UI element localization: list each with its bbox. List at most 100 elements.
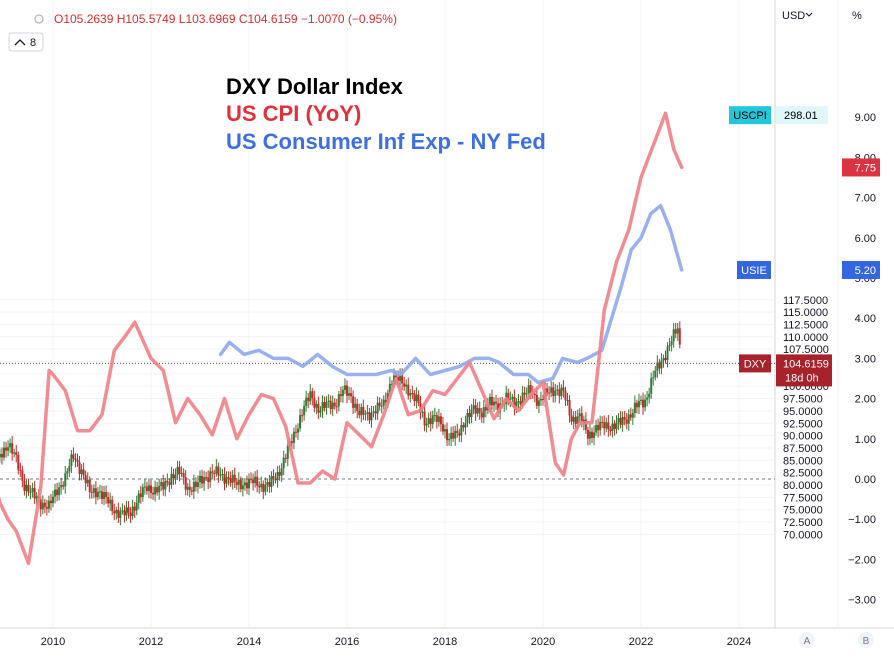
- dxy-candle-body: [47, 500, 50, 509]
- dxy-candle-body: [376, 402, 379, 414]
- dxy-candle-body: [237, 479, 240, 485]
- dxy-candle-body: [160, 482, 163, 486]
- chevron-up-icon: [14, 39, 26, 46]
- dxy-candle-body: [458, 432, 461, 436]
- dxy-candle-body: [493, 401, 495, 406]
- dxy-candle-body: [292, 431, 295, 443]
- dxy-candle-body: [341, 389, 344, 396]
- dxy-candle-body: [509, 398, 512, 400]
- dxy-candle-body: [25, 484, 28, 491]
- dxy-candle-body: [454, 430, 457, 439]
- dxy-candle-body: [652, 377, 655, 379]
- dxy-candle-body: [150, 485, 152, 493]
- uscpi-tag-value: 298.01: [784, 110, 818, 122]
- dxy-candle-body: [521, 392, 524, 405]
- dxy-candle-body: [405, 384, 408, 387]
- uscpi-tag-value-box: [776, 106, 828, 125]
- currency-selector[interactable]: USD: [782, 10, 813, 22]
- dxy-candle-body: [233, 474, 236, 482]
- price-tick-label: 110.0000: [783, 332, 828, 344]
- chart-title-inflation-expectations: US Consumer Inf Exp - NY Fed: [226, 129, 546, 154]
- dxy-candle-body: [0, 453, 3, 458]
- dxy-candle-body: [578, 413, 581, 417]
- dxy-candle-body: [268, 482, 271, 487]
- dxy-candle-body: [593, 432, 596, 438]
- dxy-candle-body: [370, 412, 373, 421]
- auto-scale-button[interactable]: A: [799, 632, 815, 648]
- percent-tick-label: 6.00: [855, 233, 876, 245]
- b-scale-button[interactable]: B: [858, 632, 874, 648]
- dxy-candle-body: [274, 478, 277, 481]
- dxy-candle-body: [354, 403, 357, 408]
- usie-tag-value-box: [842, 260, 880, 279]
- indicators-toggle-button[interactable]: 8: [8, 32, 44, 52]
- dxy-candle-body: [466, 413, 469, 424]
- dxy-candle-body: [456, 430, 459, 433]
- dxy-candle-body: [527, 385, 530, 394]
- ohlc-values: O105.2639 H105.5749 L103.6969 C104.6159 …: [54, 12, 397, 26]
- dxy-candle-body: [537, 400, 540, 406]
- dxy-candle-body: [203, 477, 206, 484]
- dxy-candle-body: [80, 469, 83, 474]
- dxy-candle-body: [239, 479, 242, 490]
- dxy-tag-value-box: [776, 354, 832, 387]
- dxy-candle-body: [350, 393, 353, 397]
- dxy-candle-body: [33, 488, 36, 499]
- dxy-candle-body: [180, 473, 183, 475]
- dxy-candle-body: [119, 511, 122, 518]
- dxy-candle-body: [43, 502, 46, 507]
- x-tick-label: 2018: [433, 636, 457, 648]
- dxy-candle-body: [372, 411, 375, 413]
- dxy-candle-body: [303, 405, 306, 416]
- dxy-candle-body: [162, 482, 165, 490]
- dxy-candle-body: [591, 431, 593, 438]
- dxy-candle-body: [384, 399, 387, 403]
- dxy-candle-body: [615, 422, 618, 430]
- dxy-candle-body: [176, 466, 179, 475]
- dxy-candle-body: [358, 410, 361, 416]
- dxy-candle-body: [121, 510, 124, 512]
- dxy-candle-body: [513, 396, 516, 409]
- dxy-candle-body: [270, 476, 273, 487]
- dxy-candle-body: [182, 473, 185, 478]
- dxy-candle-body: [611, 423, 614, 431]
- dxy-candle-body: [395, 375, 397, 378]
- dxy-candle-body: [23, 480, 26, 491]
- dxy-candle-body: [27, 484, 30, 493]
- dxy-candle-body: [123, 510, 126, 516]
- dxy-candle-body: [323, 402, 326, 408]
- dxy-candle-body: [245, 482, 248, 489]
- x-tick-label: 2024: [727, 636, 751, 648]
- dxy-candle-body: [315, 403, 318, 408]
- dxy-candle-body: [525, 393, 528, 395]
- dxy-candle-body: [662, 357, 665, 361]
- dxy-candle-body: [599, 421, 602, 431]
- percent-tick-label: −1.00: [848, 514, 876, 526]
- dxy-candle-body: [86, 479, 89, 484]
- dxy-candle-body: [41, 502, 44, 510]
- dxy-candle-body: [258, 485, 261, 488]
- dxy-candle-body: [586, 429, 589, 439]
- dxy-candle-body: [672, 329, 675, 342]
- price-axis: 117.5000115.0000112.5000110.0000107.5000…: [783, 295, 829, 542]
- dxy-candle-body: [380, 405, 383, 407]
- price-tick-label: 72.5000: [783, 517, 823, 529]
- dxy-candle-body: [84, 475, 87, 484]
- dxy-candle-body: [339, 394, 342, 396]
- reference-lines: [0, 362, 775, 480]
- dxy-candle-body: [29, 491, 32, 493]
- dxy-candle-body: [562, 387, 565, 391]
- dxy-candle-body: [664, 357, 667, 361]
- percent-tick-label: 3.00: [855, 353, 876, 365]
- dxy-candle-body: [623, 417, 626, 420]
- price-tick-label: 117.5000: [783, 295, 828, 307]
- dxy-candle-body: [362, 406, 365, 415]
- dxy-candle-body: [635, 402, 638, 408]
- dxy-candle-body: [56, 489, 59, 496]
- dxy-candle-body: [609, 429, 612, 431]
- dxy-candle-body: [460, 425, 463, 436]
- percent-axis-label: %: [852, 10, 862, 22]
- dxy-candle-body: [642, 399, 645, 408]
- dxy-candle-body: [564, 390, 567, 401]
